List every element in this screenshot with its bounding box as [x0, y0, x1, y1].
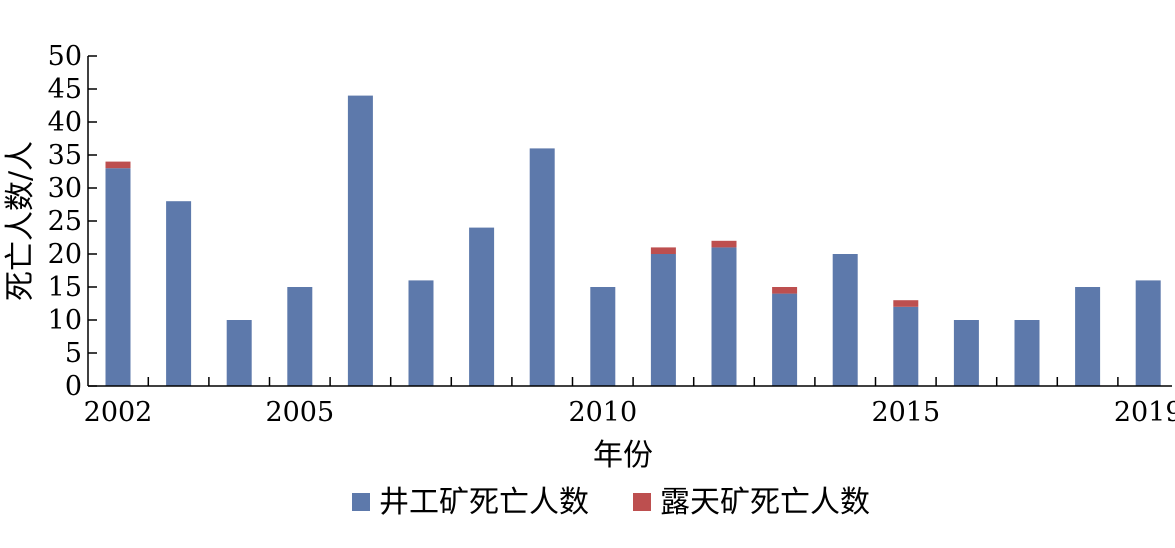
legend-label-open-pit: 露天矿死亡人数: [660, 485, 870, 520]
x-tick-label-2002: 2002: [84, 397, 153, 428]
bar-underground-2016: [953, 320, 979, 386]
bar-underground-2014: [832, 254, 858, 386]
y-tick-label-15: 15: [48, 272, 82, 303]
bar-open-pit-2011: [650, 247, 676, 254]
x-axis-title: 年份: [593, 438, 653, 473]
y-tick-label-30: 30: [48, 173, 82, 204]
legend-swatch-open-pit: [633, 493, 651, 511]
bar-underground-2018: [1075, 287, 1101, 386]
y-tick-label-0: 0: [65, 371, 82, 402]
bar-underground-2015: [893, 306, 919, 386]
bar-underground-2002: [105, 168, 131, 386]
bar-underground-2017: [1014, 320, 1040, 386]
bar-open-pit-2012: [711, 240, 737, 248]
bar-underground-2005: [287, 287, 313, 386]
bar-underground-2007: [408, 280, 434, 386]
bar-underground-2009: [529, 148, 555, 386]
bar-underground-2003: [166, 201, 192, 386]
bar-open-pit-2002: [105, 161, 131, 169]
bars-layer: [105, 95, 1161, 386]
bar-open-pit-2013: [772, 287, 798, 294]
y-tick-label-40: 40: [48, 107, 82, 138]
legend: 井工矿死亡人数 露天矿死亡人数: [352, 485, 870, 520]
bar-underground-2010: [590, 287, 616, 386]
x-tick-label-2019: 2019: [1114, 397, 1175, 428]
x-tick-label-2015: 2015: [871, 397, 940, 428]
y-tick-label-20: 20: [48, 239, 82, 270]
bar-underground-2012: [711, 247, 737, 386]
y-axis-title: 死亡人数/人: [3, 141, 38, 301]
bar-underground-2011: [650, 254, 676, 386]
legend-label-underground: 井工矿死亡人数: [379, 485, 589, 520]
y-tick-label-5: 5: [65, 338, 82, 369]
y-tick-label-50: 50: [48, 41, 82, 72]
y-tick-label-45: 45: [48, 74, 82, 105]
bar-underground-2013: [772, 293, 798, 386]
legend-swatch-underground: [352, 493, 370, 511]
y-tick-label-25: 25: [48, 206, 82, 237]
bar-underground-2019: [1135, 280, 1161, 386]
bar-underground-2004: [226, 320, 252, 386]
y-tick-label-35: 35: [48, 140, 82, 171]
bar-underground-2008: [469, 227, 495, 386]
y-tick-label-10: 10: [48, 305, 82, 336]
bar-open-pit-2015: [893, 300, 919, 307]
bar-underground-2006: [347, 95, 373, 386]
x-tick-label-2010: 2010: [568, 397, 637, 428]
x-tick-label-2005: 2005: [265, 397, 334, 428]
